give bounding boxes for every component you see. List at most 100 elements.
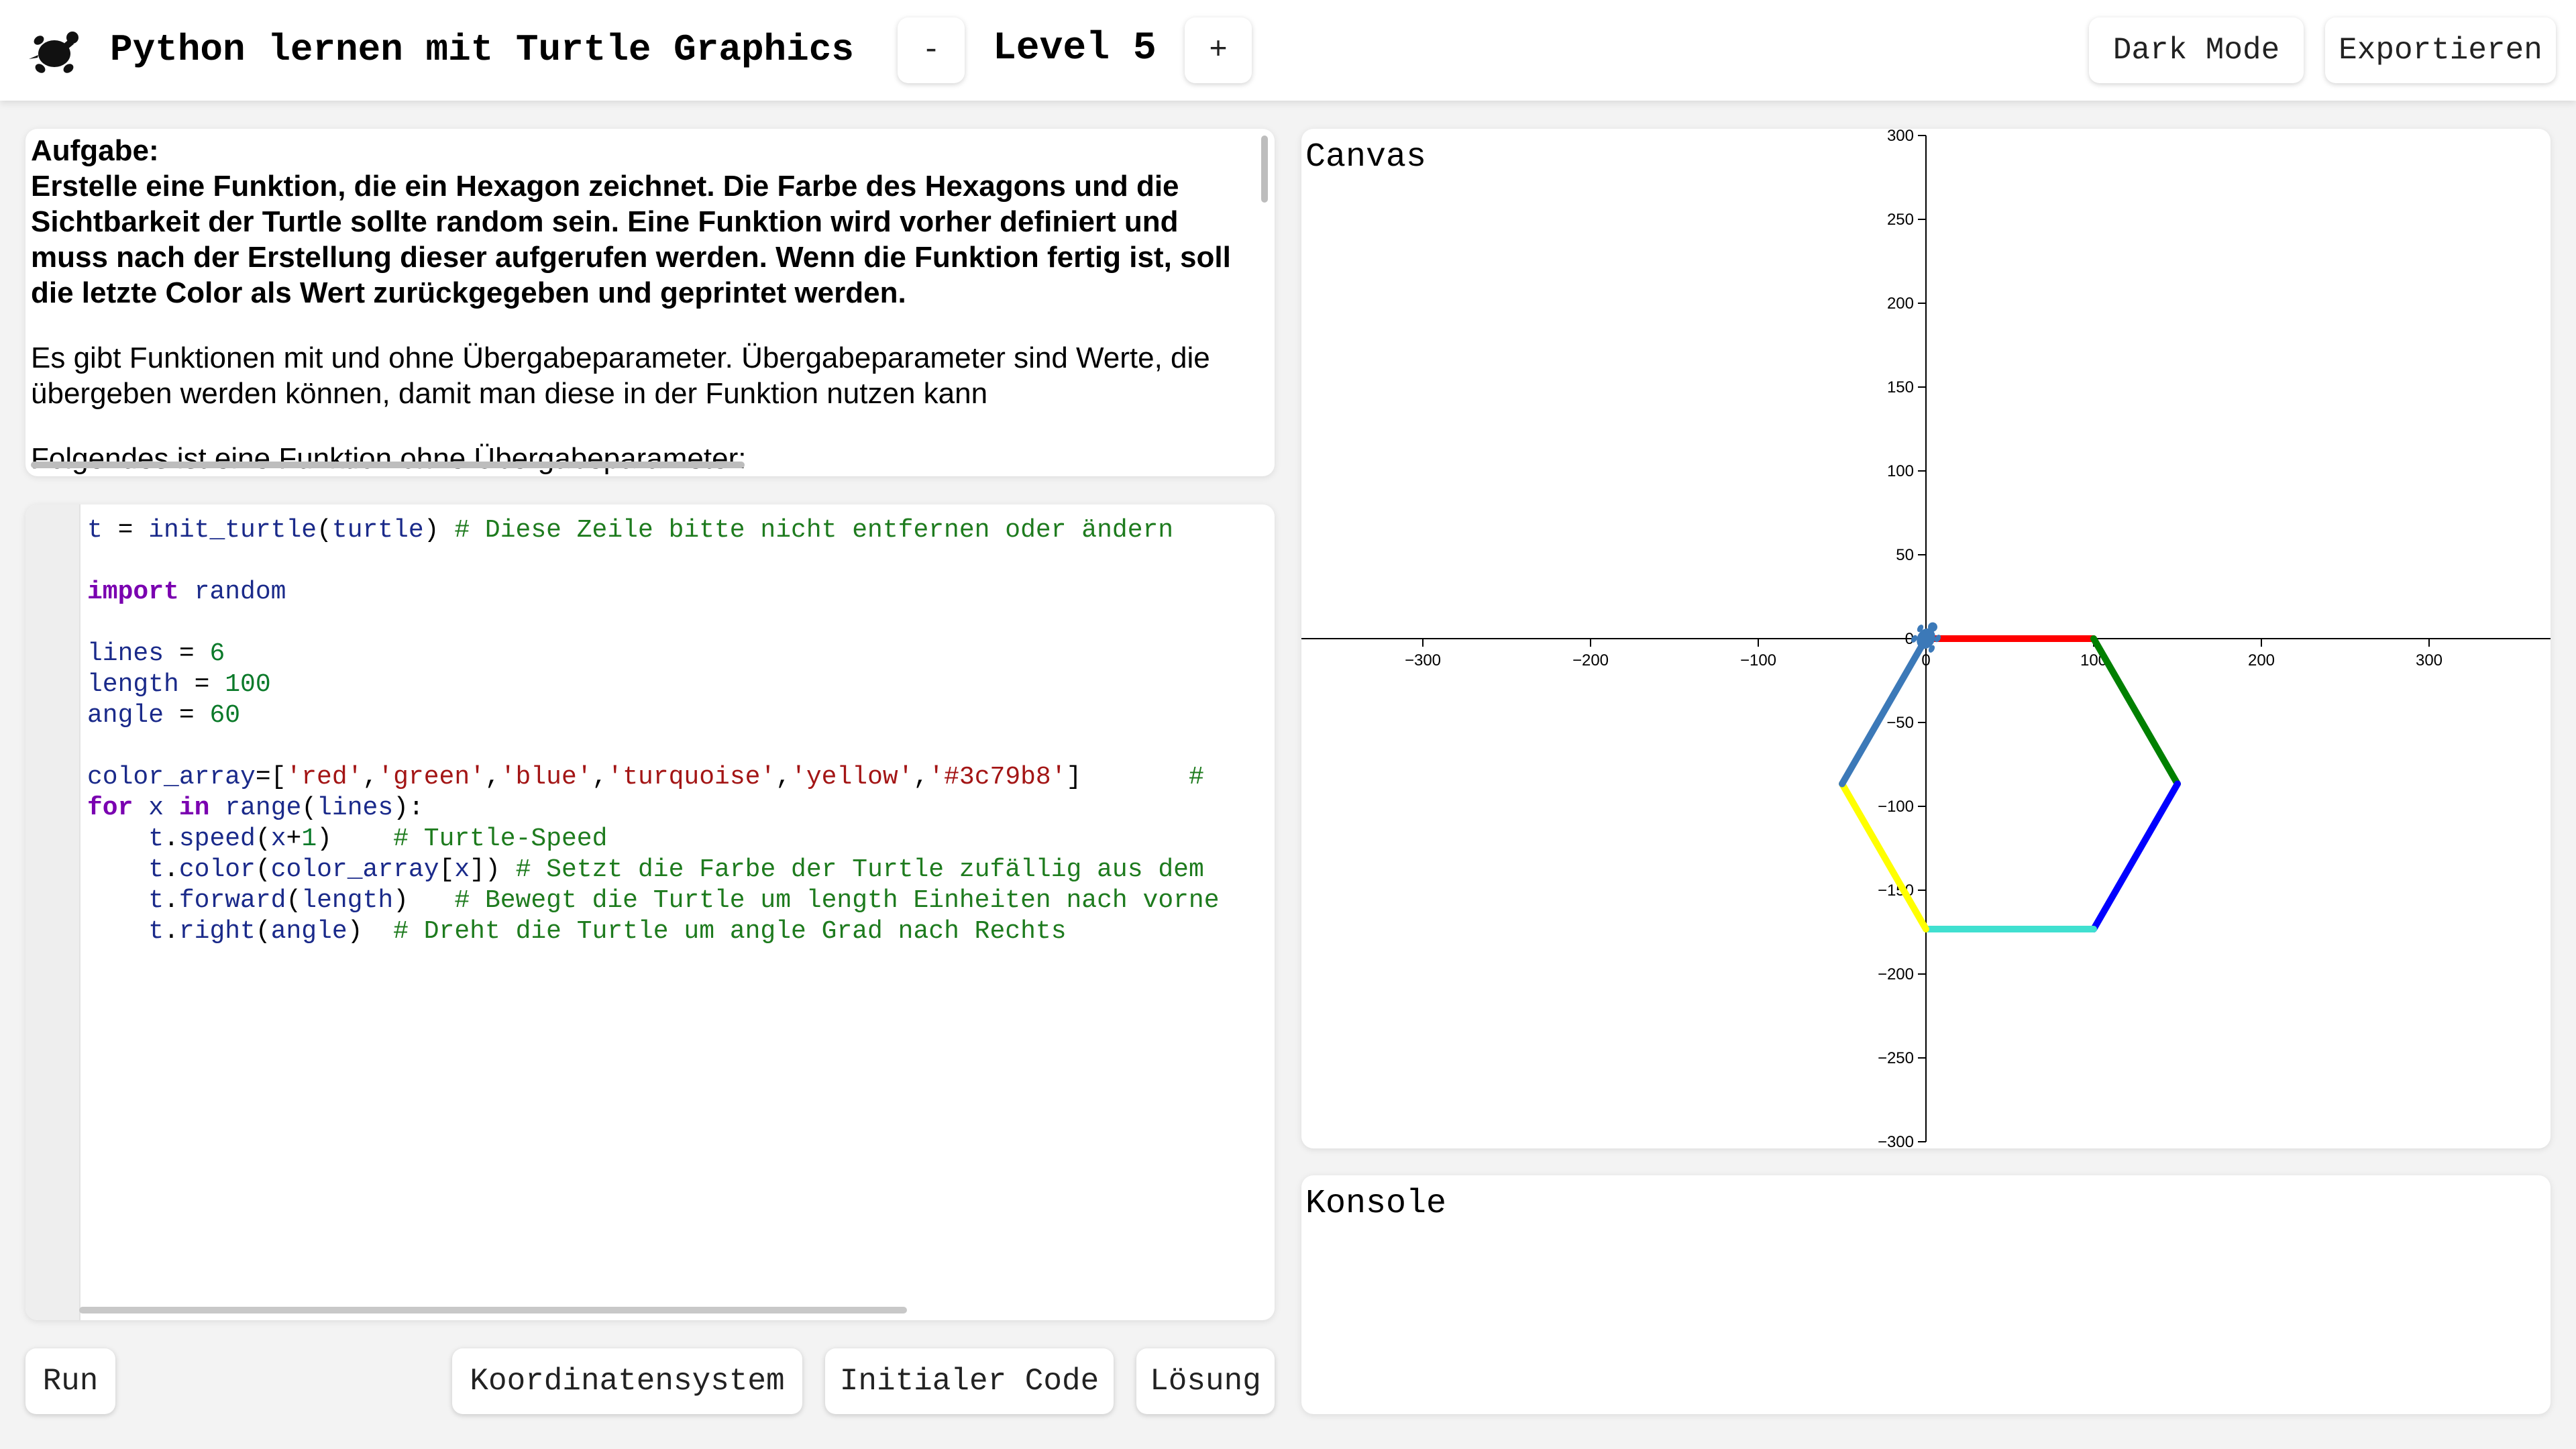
code-token: . <box>164 855 179 884</box>
task-description: Erstelle eine Funktion, die ein Hexagon … <box>31 170 1231 309</box>
code-token: forward <box>178 886 286 915</box>
code-token: t <box>87 917 164 946</box>
code-comment: # Dreht die Turtle um angle Grad nach Re… <box>393 917 1067 946</box>
code-number: 100 <box>225 670 271 699</box>
y-tick-label: −200 <box>1878 965 1914 983</box>
code-token: lines <box>87 639 164 668</box>
canvas-panel: −300 −200 −100 0 100 200 300 −300 −250 −200 −150 −1… <box>1301 129 2551 1148</box>
code-string: '#3c79b8' <box>928 763 1067 792</box>
code-token: lines <box>317 794 394 822</box>
y-tick-label: 150 <box>1887 378 1914 396</box>
code-token: t <box>87 516 103 545</box>
x-tick-label: 300 <box>2416 651 2443 669</box>
code-comment: # Turtle-Speed <box>393 824 608 853</box>
export-button[interactable]: Exportieren <box>2325 17 2556 83</box>
code-token: ( <box>255 824 271 853</box>
initial-code-button[interactable]: Initialer Code <box>825 1348 1114 1414</box>
x-tick-label: −200 <box>1572 651 1609 669</box>
code-keyword: for <box>87 794 133 822</box>
code-line: 3import random <box>87 577 1275 608</box>
code-token: = <box>164 639 210 668</box>
app-title: Python lernen mit Turtle Graphics <box>110 28 854 71</box>
code-token: color_array <box>87 763 256 792</box>
coordinate-system-button[interactable]: Koordinatensystem <box>452 1348 802 1414</box>
code-token: . <box>164 824 179 853</box>
task-panel[interactable]: Aufgabe: Erstelle eine Funktion, die ein… <box>25 129 1275 476</box>
code-token: t <box>87 855 164 884</box>
code-token: ] <box>1066 763 1082 792</box>
code-token: ( <box>301 794 317 822</box>
code-token: length <box>87 670 179 699</box>
code-token: ) <box>393 886 455 915</box>
code-token: ) <box>347 917 394 946</box>
code-token: right <box>178 917 256 946</box>
y-tick-label: 0 <box>1905 630 1914 648</box>
code-token: . <box>164 917 179 946</box>
code-area[interactable]: 1t = init_turtle(turtle) # Diese Zeile b… <box>87 515 1275 1307</box>
dark-mode-button[interactable]: Dark Mode <box>2089 17 2304 83</box>
code-line: 7angle = 60 <box>87 700 1275 731</box>
code-token: =[ <box>255 763 286 792</box>
code-comment: # Diese Zeile bitte nicht entfernen oder… <box>454 516 1174 545</box>
console-title: Konsole <box>1305 1185 1447 1223</box>
hexagon-segment <box>1839 635 1929 788</box>
solution-button[interactable]: Lösung <box>1136 1348 1275 1414</box>
level-indicator: Level 5 <box>993 27 1157 70</box>
code-number: 6 <box>209 639 225 668</box>
code-token: angle <box>270 917 347 946</box>
code-token <box>209 794 225 822</box>
code-editor[interactable]: 1t = init_turtle(turtle) # Diese Zeile b… <box>25 504 1275 1320</box>
code-token: t <box>87 886 164 915</box>
code-token: random <box>194 578 286 606</box>
hexagon-segment <box>1839 780 1929 932</box>
code-keyword: in <box>178 794 210 822</box>
code-line: 15 <box>87 947 1275 978</box>
task-horizontal-scrollbar[interactable] <box>31 462 745 468</box>
level-decrease-button[interactable]: - <box>898 17 965 83</box>
code-token <box>179 578 195 606</box>
x-tick-label: 200 <box>2248 651 2275 669</box>
task-heading: Aufgabe: <box>31 134 159 167</box>
hexagon-segment <box>2090 780 2181 932</box>
code-line: 10for x in range(lines): <box>87 793 1275 824</box>
code-token: range <box>225 794 302 822</box>
editor-horizontal-scrollbar[interactable] <box>79 1307 907 1313</box>
code-token: turtle <box>331 516 424 545</box>
code-string: 'turquoise' <box>607 763 776 792</box>
code-comment: # <box>1081 763 1204 792</box>
code-string: 'yellow' <box>791 763 914 792</box>
code-token: x <box>148 794 164 822</box>
x-tick-label: −300 <box>1405 651 1441 669</box>
code-token: ]) <box>470 855 516 884</box>
y-tick-label: −100 <box>1878 798 1914 816</box>
code-token: ) <box>423 516 455 545</box>
code-string: 'green' <box>378 763 485 792</box>
code-line: 13 t.forward(length) # Bewegt die Turtle… <box>87 885 1275 916</box>
code-token: ( <box>317 516 332 545</box>
code-token: [ <box>439 855 455 884</box>
code-line: 2 <box>87 546 1275 577</box>
code-token: ( <box>255 917 271 946</box>
y-tick-label: 100 <box>1887 462 1914 480</box>
code-line: 12 t.color(color_array[x]) # Setzt die F… <box>87 855 1275 885</box>
turtle-canvas: −300 −200 −100 0 100 200 300−300−250−200−150−1… <box>1301 129 2551 1148</box>
canvas-title: Canvas <box>1305 138 1427 176</box>
code-comment: # Bewegt die Turtle um length Einheiten … <box>454 886 1220 915</box>
code-token <box>133 794 148 822</box>
code-token: init_turtle <box>148 516 317 545</box>
code-string: 'blue' <box>500 763 592 792</box>
task-vertical-scrollbar[interactable] <box>1261 136 1268 203</box>
code-line: 11 t.speed(x+1) # Turtle-Speed <box>87 824 1275 855</box>
code-keyword: import <box>87 578 179 606</box>
code-comment: # Setzt die Farbe der Turtle zufällig au… <box>515 855 1204 884</box>
y-tick-label: −250 <box>1878 1049 1914 1067</box>
code-token: t <box>87 824 164 853</box>
code-token: = <box>164 701 210 730</box>
hexagon-segment <box>2090 635 2181 788</box>
run-button[interactable]: Run <box>25 1348 115 1414</box>
code-token: color_array <box>270 855 439 884</box>
task-paragraph: Es gibt Funktionen mit und ohne Übergabe… <box>31 341 1210 410</box>
y-tick-label: 200 <box>1887 294 1914 313</box>
level-increase-button[interactable]: + <box>1185 17 1252 83</box>
